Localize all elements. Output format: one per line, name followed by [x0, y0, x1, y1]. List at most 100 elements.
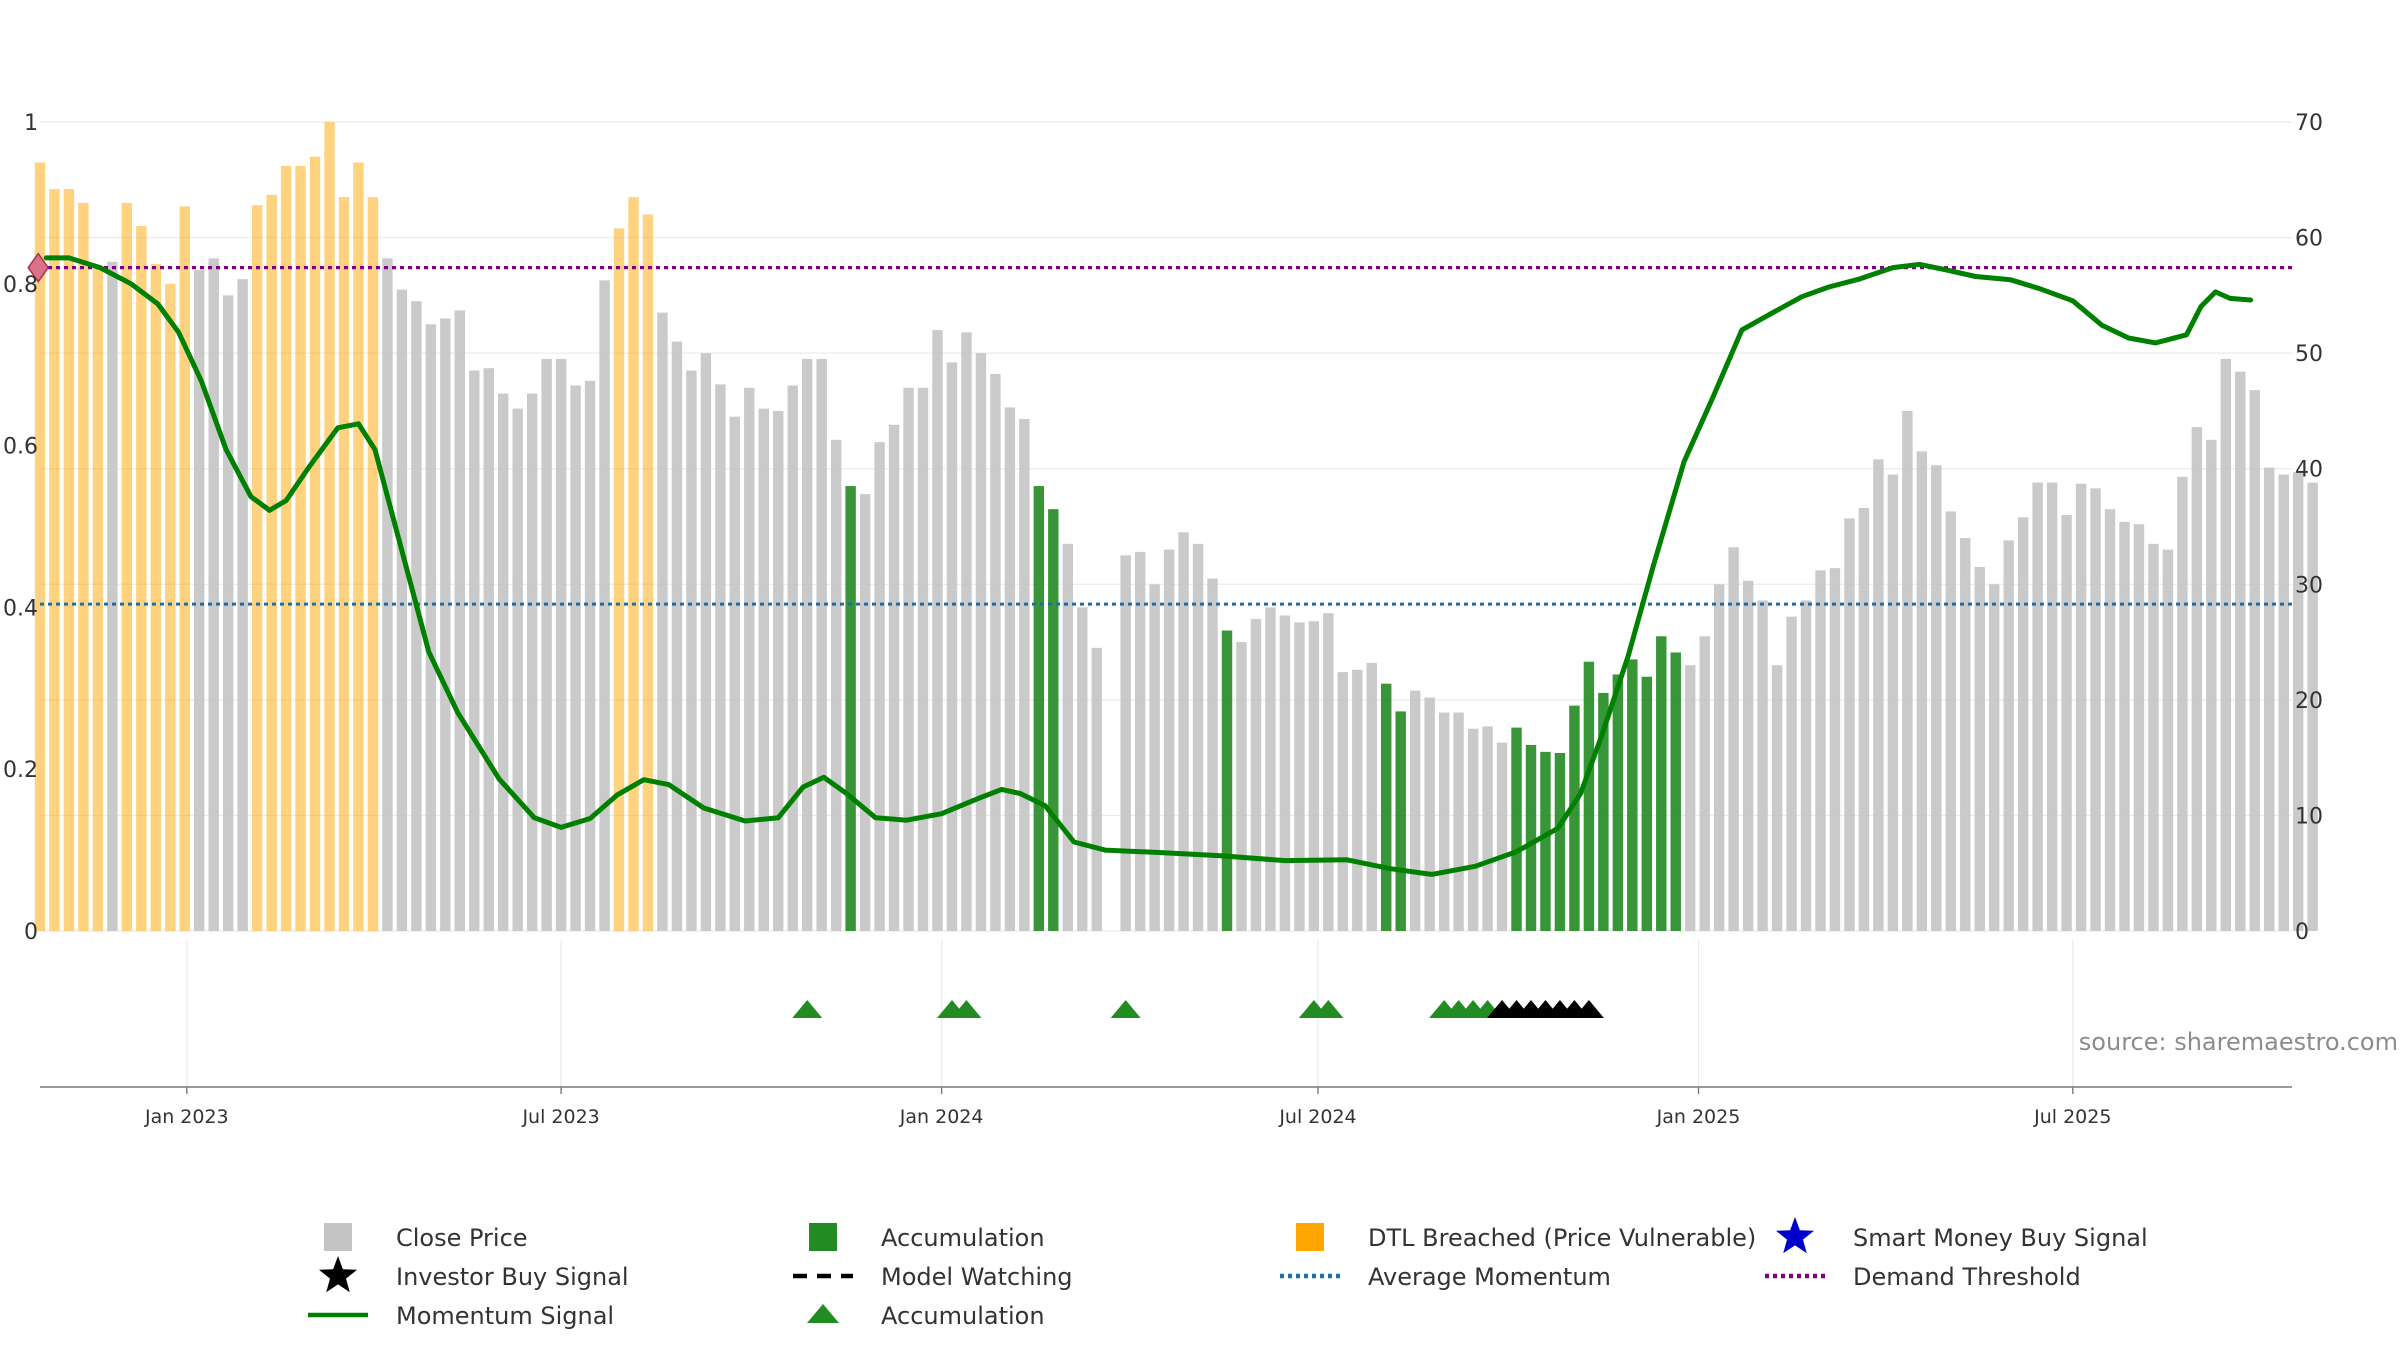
close-price-bar	[1308, 621, 1320, 931]
close-price-bar	[1786, 616, 1797, 931]
left-tick-label: 0	[24, 920, 38, 945]
close-price-bar	[396, 289, 408, 931]
legend: Close Price Accumulation DTL Breached (Pri…	[308, 1217, 2148, 1330]
dtl-breached-bar	[295, 165, 306, 932]
close-price-bar	[932, 330, 943, 931]
left-tick-label: 0.6	[3, 435, 38, 460]
accumulation-bar	[1381, 683, 1392, 931]
close-price-bar	[1728, 547, 1739, 931]
close-price-bar	[1815, 570, 1826, 931]
x-tick-label: Jan 2023	[144, 1106, 229, 1128]
close-price-bar	[1713, 584, 1725, 931]
close-price-bar	[990, 373, 1001, 932]
close-price-bar	[729, 416, 741, 931]
accumulation-bar	[1221, 630, 1233, 931]
close-price-bar	[1163, 549, 1175, 931]
right-tick-label: 70	[2295, 111, 2323, 136]
close-price-bar	[2220, 358, 2232, 932]
close-price-bar	[1149, 584, 1160, 931]
right-tick-label: 50	[2295, 342, 2323, 367]
accumulation-bar	[1033, 486, 1045, 931]
close-price-bar	[1352, 669, 1363, 931]
legend-label: Momentum Signal	[396, 1302, 614, 1330]
accumulation-bar	[1656, 636, 1667, 931]
close-price-bar	[1062, 543, 1073, 931]
left-tick-label: 0.8	[3, 273, 38, 298]
dtl-breached-legend-symbol	[1296, 1223, 1324, 1251]
close-price-bar	[830, 439, 842, 931]
close-price-bar	[1250, 618, 1262, 931]
close-price-bar	[1931, 465, 1942, 931]
dtl-breached-bar	[266, 194, 277, 931]
right-tick-label: 60	[2295, 227, 2323, 252]
accumulation-bar	[1540, 751, 1551, 931]
left-tick-label: 0.4	[3, 596, 38, 621]
legend-label: Accumulation	[881, 1224, 1045, 1252]
close-price-bar	[1858, 508, 1870, 931]
accumulation-bar	[1641, 676, 1653, 931]
close-price-bar	[888, 424, 900, 931]
close-price-bar	[1323, 613, 1334, 931]
close-price-bar	[555, 358, 567, 932]
close-price-bar	[859, 494, 871, 931]
close-price-bar	[1120, 555, 1131, 931]
close-price-bar	[744, 387, 755, 931]
close-price-bar	[469, 370, 480, 931]
investor-legend-symbol	[319, 1256, 357, 1293]
close-price-bar	[1279, 615, 1291, 931]
close-price-bar	[1887, 474, 1899, 931]
accumulation-bar	[1525, 744, 1537, 931]
close-price-bar	[1699, 636, 1710, 931]
close-price-bar	[1989, 584, 2000, 931]
legend-label: Close Price	[396, 1224, 528, 1252]
dtl-breached-bar	[136, 226, 147, 931]
close-price-bar	[498, 393, 509, 931]
close-price-bar	[2017, 517, 2029, 931]
close-price-bar	[1685, 665, 1696, 931]
close-price-bar	[2046, 482, 2058, 931]
accumulation-bar	[1670, 652, 1681, 931]
close-price-bar	[1294, 622, 1305, 931]
close-price-bar	[1178, 532, 1189, 931]
dtl-breached-bar	[613, 228, 625, 932]
close-price-bar	[425, 324, 437, 931]
close-price-bar	[411, 301, 422, 931]
close-price-bar	[874, 442, 885, 931]
close-price-bar	[584, 380, 596, 931]
dtl-breached-bar	[280, 165, 292, 932]
close-price-bar	[2133, 524, 2145, 931]
close-price-bar	[541, 358, 552, 932]
close-price-bar	[1902, 410, 1913, 931]
close-price-bar	[512, 408, 523, 931]
close-price-bar	[2032, 482, 2043, 931]
legend-label: Investor Buy Signal	[396, 1263, 629, 1291]
dtl-breached-bar	[338, 197, 350, 931]
close-price-bar	[483, 368, 494, 932]
left-tick-label: 0.2	[3, 758, 38, 783]
close-price-bar	[787, 385, 798, 931]
close-price-bar	[1424, 697, 1435, 931]
close-price-bar	[2061, 514, 2072, 931]
close-price-bar	[1829, 568, 1841, 931]
close-price-bar	[2307, 482, 2318, 931]
right-tick-label: 0	[2295, 920, 2309, 945]
close-price-bar	[194, 269, 205, 932]
x-tick-label: Jan 2024	[899, 1106, 984, 1128]
accumulation-bar	[1395, 711, 1406, 931]
close-price-bar	[526, 393, 538, 931]
close-price-bar	[961, 332, 972, 932]
close-price-bar	[2278, 474, 2289, 931]
tick-labels: Jan 2023 Jul 2023 Jan 2024 Jul 2024 Jan 2025…	[3, 111, 2323, 1128]
legend-label: Demand Threshold	[1853, 1263, 2081, 1291]
accumulation-marker	[1313, 1000, 1344, 1018]
accumulation-bar	[1583, 661, 1595, 931]
right-tick-label: 10	[2295, 804, 2323, 829]
close-price-bar	[1366, 662, 1377, 931]
close-price-bar	[801, 358, 813, 932]
close-price-bar	[208, 258, 219, 932]
close-price-bar	[1800, 600, 1812, 931]
close-price-bar	[1134, 551, 1146, 931]
dtl-breached-bar	[92, 266, 104, 931]
close-price-bar	[946, 362, 958, 932]
close-price-bar	[1077, 607, 1088, 931]
